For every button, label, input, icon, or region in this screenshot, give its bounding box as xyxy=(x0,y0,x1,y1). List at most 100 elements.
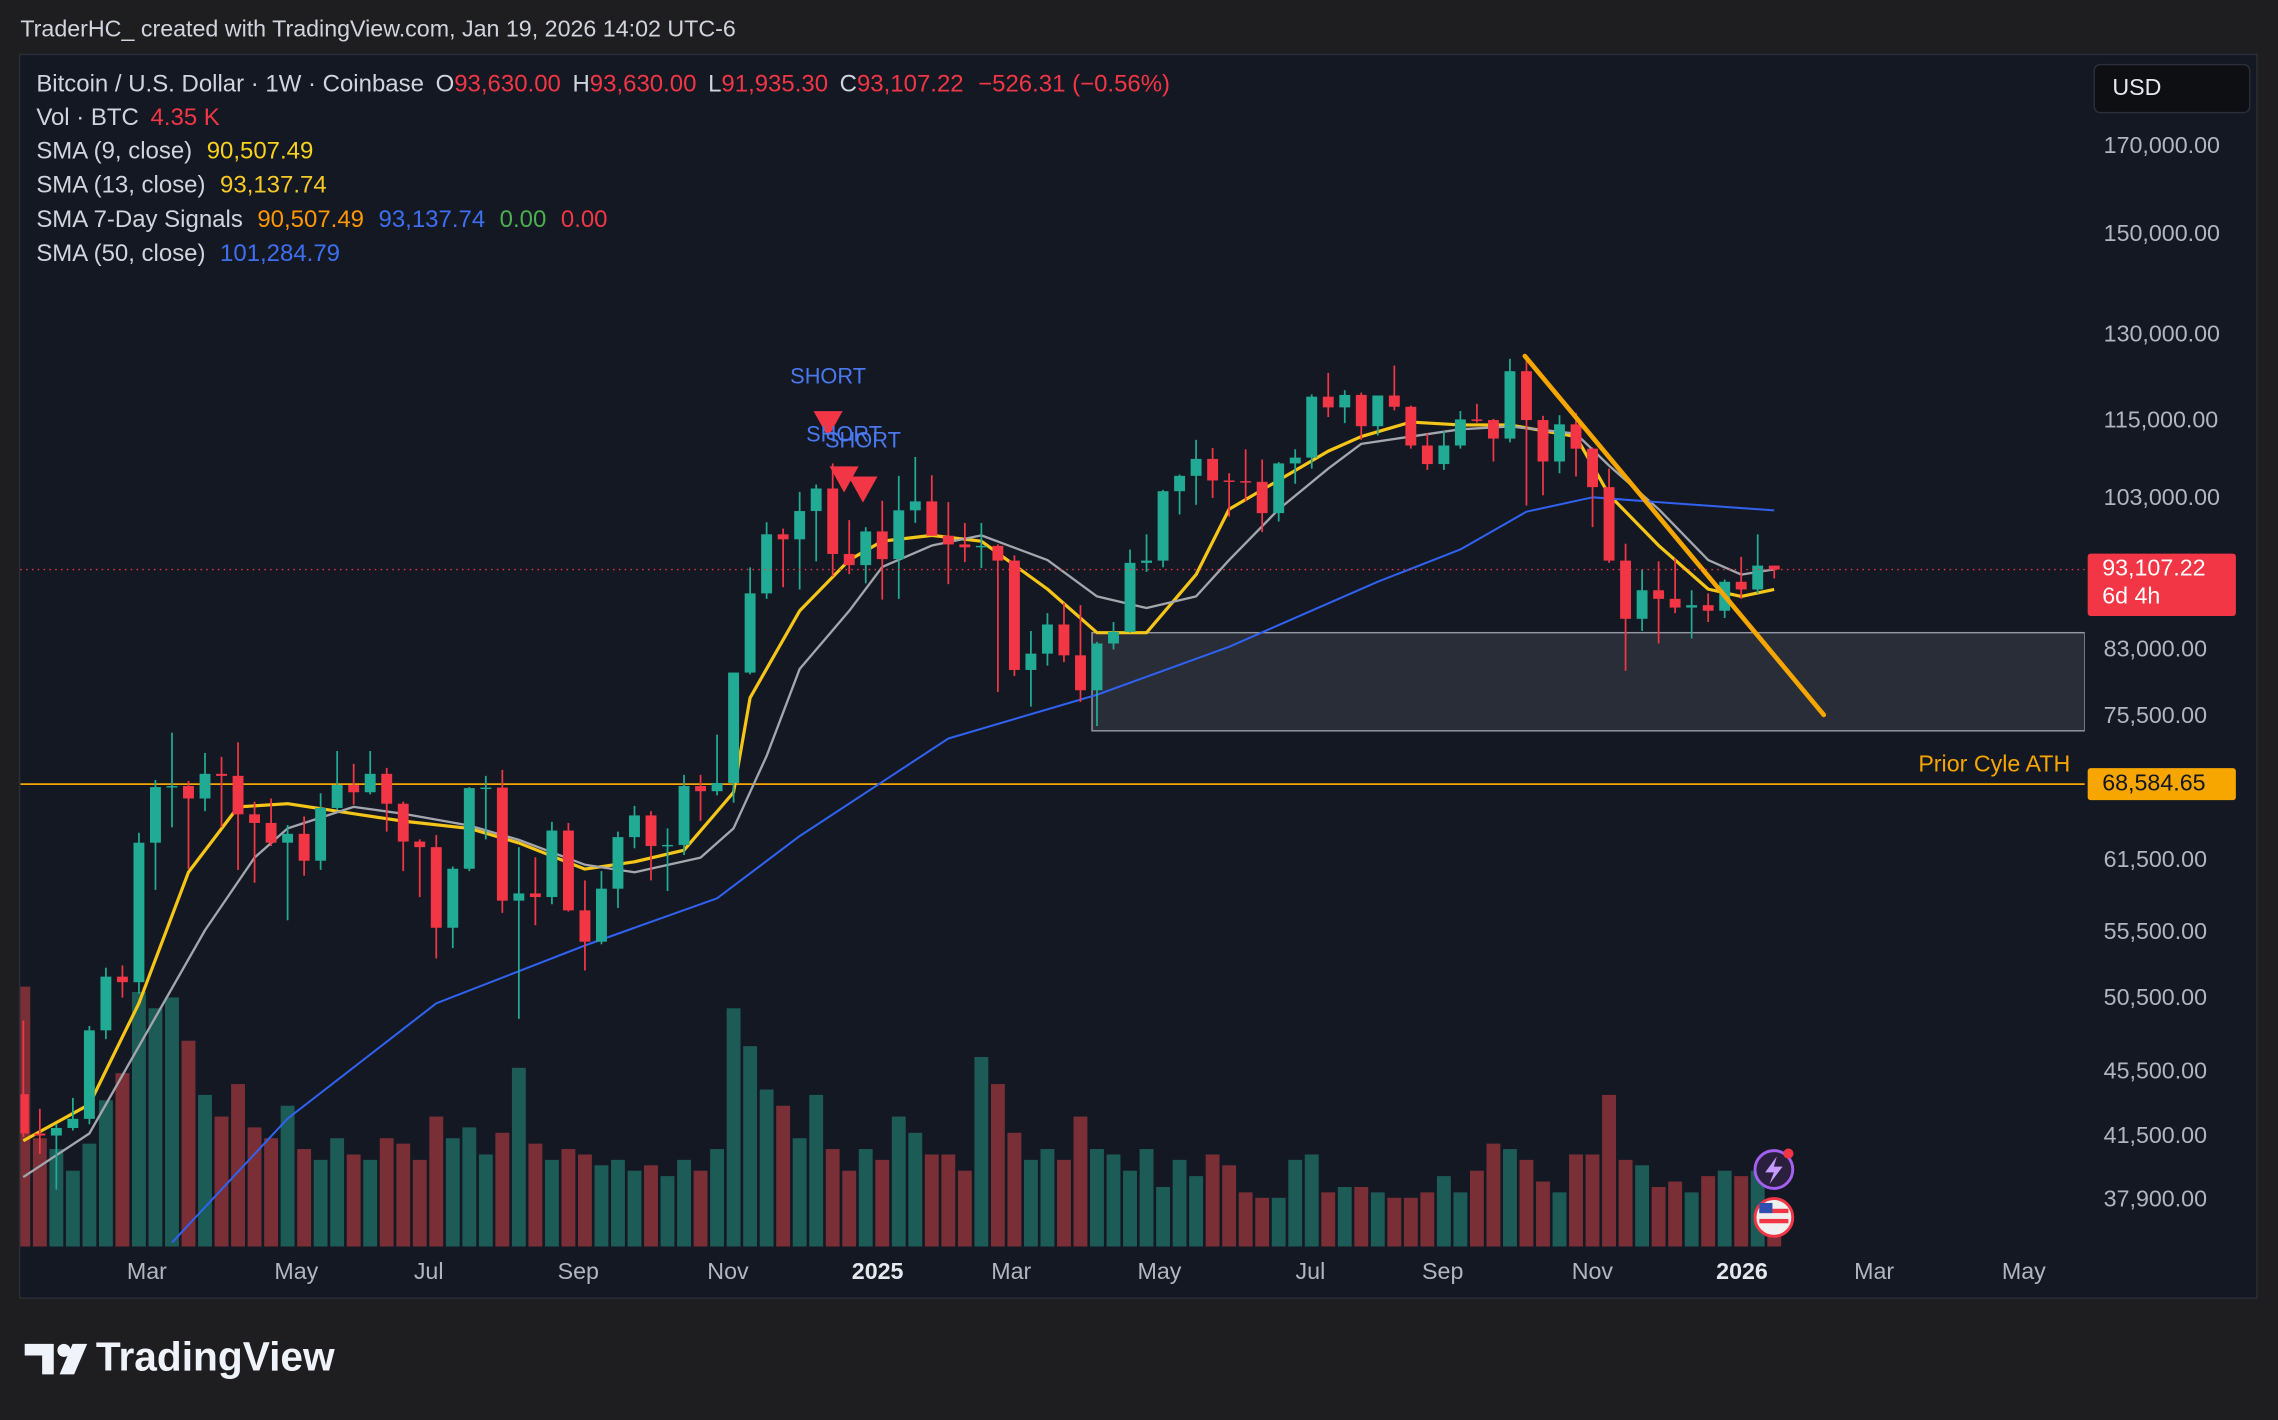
candle-body xyxy=(1124,562,1136,632)
volume-bar xyxy=(809,1094,824,1247)
candle-body xyxy=(1174,475,1186,492)
candle-body xyxy=(909,501,921,511)
candle-body xyxy=(1207,458,1219,481)
candle-body xyxy=(1223,480,1235,482)
legend-row: Vol · BTC 4.35 K xyxy=(36,104,219,131)
volume-bar xyxy=(1552,1192,1567,1247)
candle-body xyxy=(414,841,426,848)
logo-mark xyxy=(24,1343,54,1375)
candle-body xyxy=(843,553,855,566)
candle-body xyxy=(199,773,211,799)
footer-logo: TradingView xyxy=(24,1334,335,1380)
volume-bar xyxy=(1255,1197,1270,1247)
volume-bar xyxy=(627,1170,642,1247)
candle-body xyxy=(513,893,525,901)
volume-bar xyxy=(264,1138,279,1247)
candle-body xyxy=(1669,598,1681,608)
legend-indicator-value: 90,507.49 xyxy=(207,138,314,165)
currency-label[interactable]: USD xyxy=(2112,74,2161,100)
candle-body xyxy=(1372,395,1384,427)
legend-ohlc-value: 93,630.00 xyxy=(590,71,697,98)
legend-row: Bitcoin / U.S. Dollar · 1W · Coinbase O93… xyxy=(36,71,1170,98)
volume-bar xyxy=(957,1170,972,1247)
y-tick-label: 75,500.00 xyxy=(2104,702,2207,728)
candle-body xyxy=(34,1133,46,1136)
volume-bar xyxy=(214,1116,229,1247)
candle-body xyxy=(1322,396,1334,408)
y-tick-label: 50,500.00 xyxy=(2104,984,2207,1010)
volume-bar xyxy=(792,1138,807,1247)
volume-bar xyxy=(65,1170,80,1247)
volume-bar xyxy=(82,1143,97,1247)
candle-body xyxy=(133,842,145,983)
volume-bar xyxy=(379,1138,394,1247)
price-box xyxy=(2087,553,2236,617)
candle-body xyxy=(645,815,657,847)
candle-body xyxy=(1405,406,1417,446)
volume-bar xyxy=(875,1159,890,1247)
volume-bar xyxy=(49,1149,64,1247)
volume-bar xyxy=(842,1170,857,1247)
volume-bar xyxy=(1271,1197,1286,1247)
legend-row: SMA (9, close) 90,507.49 xyxy=(36,138,313,165)
candle-body xyxy=(579,910,591,942)
ath-text: Prior Cyle ATH xyxy=(1918,750,2070,776)
chart-panel xyxy=(18,53,2258,1299)
y-tick-label: 41,500.00 xyxy=(2104,1122,2207,1148)
volume-bar xyxy=(1205,1154,1220,1247)
candle-body xyxy=(794,511,806,540)
volume-bar xyxy=(462,1127,477,1247)
x-tick-label: Jul xyxy=(414,1258,444,1284)
candle-body xyxy=(1355,394,1367,427)
legend-indicator-name: SMA 7-Day Signals xyxy=(36,206,243,233)
volume-bar xyxy=(181,1040,196,1247)
candle-body xyxy=(695,786,707,792)
legend-indicator-name: SMA (9, close) xyxy=(36,138,192,165)
legend-indicator-value: 90,507.49 xyxy=(257,206,364,233)
candle-body xyxy=(348,785,360,793)
legend-row: SMA (13, close) 93,137.74 xyxy=(36,172,326,199)
candle-body xyxy=(629,815,640,838)
candle-body xyxy=(1570,424,1582,449)
candle-body xyxy=(1686,605,1698,608)
volume-bar xyxy=(1007,1132,1022,1247)
legend-volume-value: 4.35 K xyxy=(151,104,220,131)
x-tick-label: 2026 xyxy=(1716,1258,1768,1284)
candle-body xyxy=(662,844,673,847)
candle-body xyxy=(265,822,277,843)
volume-bar xyxy=(825,1149,840,1247)
candle-body xyxy=(1438,445,1450,465)
currency-button[interactable] xyxy=(2093,63,2251,114)
candle-body xyxy=(67,1118,79,1128)
candle-body xyxy=(1554,424,1565,462)
volume-bar xyxy=(726,1008,741,1247)
candle-body xyxy=(1653,590,1665,599)
legend-ohlc-value: 93,630.00 xyxy=(454,71,561,98)
candle-body xyxy=(777,534,789,540)
x-tick-label: Mar xyxy=(127,1258,167,1284)
volume-bar xyxy=(776,1105,791,1247)
x-tick-label: Mar xyxy=(1854,1258,1894,1284)
volume-bar xyxy=(941,1154,956,1247)
volume-bar xyxy=(396,1143,411,1247)
candle-body xyxy=(1108,631,1119,644)
candle-body xyxy=(1141,560,1152,563)
candle-body xyxy=(1041,624,1053,654)
signal-label: SHORT xyxy=(790,363,866,388)
y-tick-label: 83,000.00 xyxy=(2104,635,2207,661)
alert-icon-dot xyxy=(1783,1148,1794,1159)
x-tick-label: May xyxy=(1137,1258,1181,1284)
volume-bar xyxy=(1106,1154,1121,1247)
plot-area xyxy=(20,353,2085,1247)
volume-bar xyxy=(1651,1186,1666,1247)
candle-body xyxy=(1620,560,1632,619)
candle-body xyxy=(612,837,624,889)
candle-body xyxy=(942,535,954,545)
volume-bar xyxy=(1486,1143,1501,1247)
volume-bar xyxy=(1123,1170,1137,1247)
volume-bar xyxy=(165,997,179,1247)
candle-body xyxy=(1768,565,1780,570)
volume-bar xyxy=(363,1159,378,1247)
